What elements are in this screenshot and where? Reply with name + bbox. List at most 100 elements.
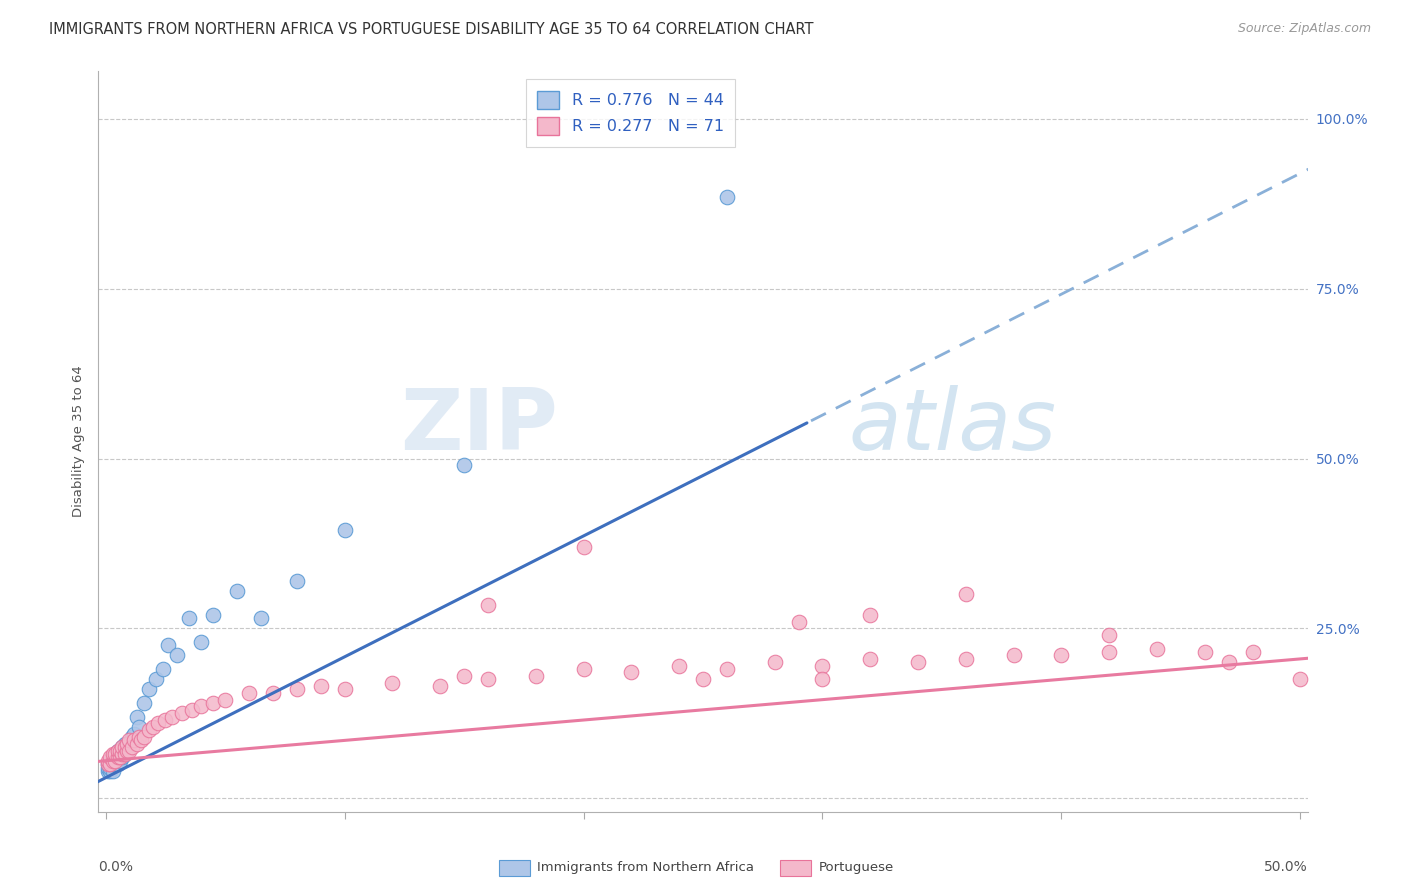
- Point: [429, 679, 451, 693]
- Point: [104, 747, 127, 761]
- Point: [111, 740, 134, 755]
- Point: [156, 638, 179, 652]
- Point: [138, 682, 160, 697]
- Point: [125, 737, 148, 751]
- Point: [118, 743, 141, 757]
- Point: [146, 716, 169, 731]
- Point: [285, 682, 308, 697]
- Text: ZIP: ZIP: [401, 385, 558, 468]
- Point: [1050, 648, 1073, 663]
- Point: [955, 587, 977, 601]
- Point: [787, 615, 810, 629]
- Point: [131, 733, 153, 747]
- Point: [125, 709, 148, 723]
- Point: [108, 754, 131, 768]
- Point: [620, 665, 643, 680]
- Text: Source: ZipAtlas.com: Source: ZipAtlas.com: [1237, 22, 1371, 36]
- Point: [262, 686, 284, 700]
- Point: [1146, 641, 1168, 656]
- Point: [98, 757, 121, 772]
- Point: [1098, 628, 1121, 642]
- Point: [572, 662, 595, 676]
- Point: [811, 673, 834, 687]
- Point: [524, 669, 547, 683]
- Point: [285, 574, 308, 588]
- Point: [122, 726, 145, 740]
- Point: [155, 713, 177, 727]
- Point: [107, 743, 129, 757]
- Point: [152, 662, 174, 676]
- Text: Immigrants from Northern Africa: Immigrants from Northern Africa: [537, 861, 754, 873]
- Point: [104, 754, 127, 768]
- Point: [104, 747, 127, 761]
- Point: [162, 709, 184, 723]
- Point: [1218, 655, 1240, 669]
- Point: [128, 720, 150, 734]
- Point: [453, 458, 475, 473]
- Point: [333, 523, 356, 537]
- Point: [98, 757, 121, 772]
- Point: [250, 611, 273, 625]
- Point: [98, 754, 121, 768]
- Point: [104, 757, 127, 772]
- Point: [118, 737, 141, 751]
- Point: [114, 740, 136, 755]
- Point: [114, 747, 136, 761]
- Point: [907, 655, 929, 669]
- Point: [97, 757, 120, 772]
- Point: [98, 764, 121, 778]
- Point: [107, 743, 129, 757]
- Point: [111, 750, 134, 764]
- Point: [132, 730, 155, 744]
- Point: [214, 692, 236, 706]
- Text: atlas: atlas: [848, 385, 1056, 468]
- Point: [101, 754, 124, 768]
- Point: [97, 764, 120, 778]
- Point: [955, 652, 977, 666]
- Point: [180, 703, 202, 717]
- Point: [114, 737, 136, 751]
- Point: [477, 598, 499, 612]
- Point: [97, 761, 120, 775]
- Point: [166, 648, 188, 663]
- Point: [108, 750, 131, 764]
- Point: [145, 673, 167, 687]
- Text: IMMIGRANTS FROM NORTHERN AFRICA VS PORTUGUESE DISABILITY AGE 35 TO 64 CORRELATIO: IMMIGRANTS FROM NORTHERN AFRICA VS PORTU…: [49, 22, 814, 37]
- Point: [97, 757, 120, 772]
- Point: [716, 190, 738, 204]
- Text: 50.0%: 50.0%: [1264, 860, 1308, 874]
- Point: [115, 743, 138, 757]
- Y-axis label: Disability Age 35 to 64: Disability Age 35 to 64: [72, 366, 86, 517]
- Point: [122, 733, 145, 747]
- Point: [111, 740, 134, 755]
- Point: [114, 747, 136, 761]
- Point: [202, 607, 225, 622]
- Point: [118, 733, 141, 747]
- Point: [128, 730, 150, 744]
- Point: [1289, 673, 1312, 687]
- Point: [104, 754, 127, 768]
- Point: [107, 750, 129, 764]
- Point: [179, 611, 201, 625]
- Point: [763, 655, 786, 669]
- Point: [572, 540, 595, 554]
- Point: [115, 743, 138, 757]
- Point: [107, 757, 129, 772]
- Legend: R = 0.776   N = 44, R = 0.277   N = 71: R = 0.776 N = 44, R = 0.277 N = 71: [526, 79, 735, 146]
- Point: [98, 761, 121, 775]
- Point: [333, 682, 356, 697]
- Point: [859, 652, 882, 666]
- Point: [1241, 645, 1264, 659]
- Point: [1194, 645, 1216, 659]
- Point: [170, 706, 193, 721]
- Point: [115, 737, 138, 751]
- Point: [190, 635, 212, 649]
- Point: [1098, 645, 1121, 659]
- Point: [101, 757, 124, 772]
- Point: [477, 673, 499, 687]
- Point: [121, 730, 143, 744]
- Point: [202, 696, 225, 710]
- Point: [132, 696, 155, 710]
- Point: [98, 750, 121, 764]
- Point: [668, 658, 690, 673]
